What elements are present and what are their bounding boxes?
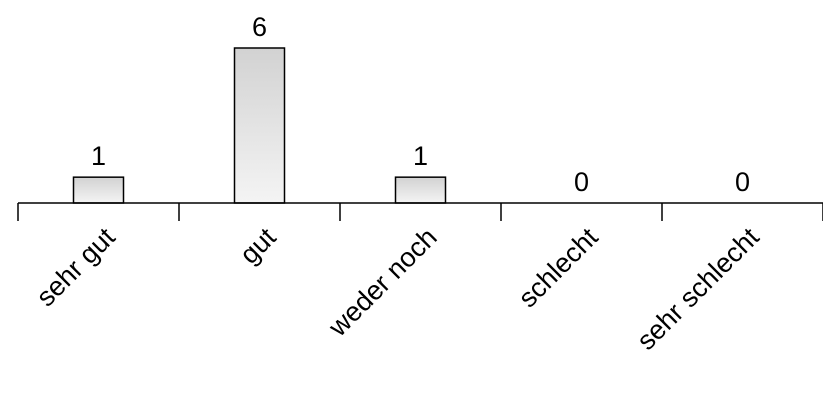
value-label: 1	[413, 141, 428, 171]
tick-label: gut	[234, 222, 282, 270]
bar-weder-noch	[394, 176, 447, 204]
tick-label: sehr gut	[31, 222, 122, 313]
tick-label: schlecht	[512, 222, 604, 314]
bar-sehr-gut	[72, 176, 125, 204]
x-axis	[17, 202, 823, 221]
tick-labels-layer: sehr gut gut weder noch schlecht sehr schlec…	[31, 222, 766, 356]
value-label: 0	[574, 167, 589, 197]
tick-label: sehr schlecht	[631, 222, 765, 356]
value-label: 1	[91, 141, 106, 171]
bar-gut	[233, 47, 286, 204]
bars-layer	[72, 47, 447, 204]
value-labels-layer: 1 6 1 0 0	[91, 12, 750, 197]
value-label: 0	[735, 167, 750, 197]
tick-label: weder noch	[322, 222, 443, 343]
value-label: 6	[252, 12, 267, 42]
